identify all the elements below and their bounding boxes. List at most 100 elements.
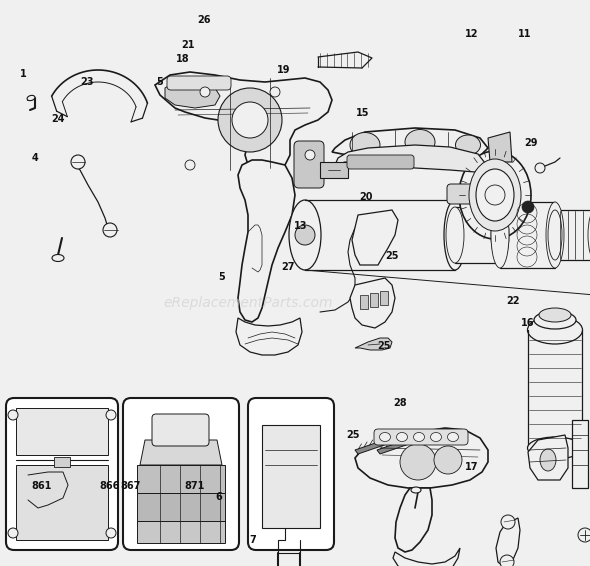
- Bar: [54, 457, 70, 467]
- Polygon shape: [355, 428, 488, 488]
- Ellipse shape: [491, 202, 509, 268]
- Polygon shape: [140, 440, 222, 465]
- Circle shape: [400, 444, 436, 480]
- Ellipse shape: [548, 210, 562, 260]
- Text: 11: 11: [519, 29, 532, 39]
- Ellipse shape: [534, 311, 576, 329]
- Polygon shape: [332, 128, 488, 162]
- Text: 21: 21: [181, 40, 194, 50]
- Circle shape: [270, 87, 280, 97]
- Ellipse shape: [469, 159, 521, 231]
- Polygon shape: [305, 200, 455, 270]
- Text: 871: 871: [185, 481, 205, 491]
- Ellipse shape: [588, 210, 590, 260]
- Polygon shape: [572, 420, 588, 488]
- FancyBboxPatch shape: [248, 398, 334, 550]
- Polygon shape: [395, 488, 432, 552]
- Polygon shape: [262, 425, 320, 528]
- Text: 5: 5: [218, 272, 225, 282]
- FancyBboxPatch shape: [6, 398, 118, 550]
- Ellipse shape: [431, 432, 441, 441]
- Polygon shape: [320, 162, 348, 178]
- Text: 866: 866: [99, 481, 119, 491]
- FancyBboxPatch shape: [152, 414, 209, 446]
- Ellipse shape: [414, 432, 424, 441]
- Text: 1: 1: [20, 68, 27, 79]
- Ellipse shape: [27, 96, 35, 101]
- Polygon shape: [155, 72, 332, 170]
- Ellipse shape: [527, 316, 582, 344]
- Polygon shape: [393, 548, 460, 566]
- Polygon shape: [350, 278, 395, 328]
- Polygon shape: [16, 465, 108, 540]
- Circle shape: [8, 528, 18, 538]
- Polygon shape: [16, 408, 108, 455]
- Text: 867: 867: [121, 481, 141, 491]
- Text: 17: 17: [466, 462, 478, 472]
- Polygon shape: [528, 435, 568, 480]
- Circle shape: [500, 555, 514, 566]
- Circle shape: [106, 528, 116, 538]
- Circle shape: [185, 160, 195, 170]
- Bar: [380, 291, 388, 305]
- Text: 16: 16: [522, 318, 535, 328]
- Circle shape: [103, 223, 117, 237]
- Polygon shape: [496, 518, 520, 566]
- Ellipse shape: [411, 487, 421, 493]
- Circle shape: [501, 515, 515, 529]
- FancyBboxPatch shape: [447, 184, 499, 204]
- Text: 5: 5: [156, 77, 163, 87]
- Ellipse shape: [459, 151, 531, 239]
- Ellipse shape: [350, 132, 380, 157]
- Text: 29: 29: [525, 138, 537, 148]
- Text: 25: 25: [377, 341, 390, 351]
- Polygon shape: [165, 82, 220, 108]
- Circle shape: [305, 150, 315, 160]
- Polygon shape: [355, 338, 392, 350]
- Ellipse shape: [546, 202, 564, 268]
- Circle shape: [71, 155, 85, 169]
- Polygon shape: [555, 210, 590, 260]
- FancyBboxPatch shape: [167, 76, 231, 90]
- Polygon shape: [488, 132, 512, 162]
- Ellipse shape: [527, 437, 582, 459]
- Text: 6: 6: [215, 492, 222, 502]
- Circle shape: [434, 446, 462, 474]
- Text: 4: 4: [32, 153, 39, 164]
- Circle shape: [218, 88, 282, 152]
- FancyBboxPatch shape: [123, 398, 239, 550]
- Circle shape: [232, 102, 268, 138]
- Ellipse shape: [52, 255, 64, 261]
- Ellipse shape: [396, 432, 408, 441]
- Text: 7: 7: [249, 535, 256, 545]
- Ellipse shape: [491, 207, 509, 263]
- Polygon shape: [236, 318, 302, 355]
- Polygon shape: [137, 521, 225, 543]
- Text: 27: 27: [281, 262, 294, 272]
- Circle shape: [485, 185, 505, 205]
- Polygon shape: [455, 207, 500, 263]
- Text: 20: 20: [359, 192, 372, 202]
- Polygon shape: [355, 438, 393, 454]
- Ellipse shape: [289, 200, 321, 270]
- Polygon shape: [528, 330, 582, 448]
- Circle shape: [200, 87, 210, 97]
- Text: 19: 19: [277, 65, 290, 75]
- Circle shape: [535, 163, 545, 173]
- Text: 13: 13: [294, 221, 307, 231]
- FancyBboxPatch shape: [294, 141, 324, 188]
- Ellipse shape: [405, 130, 435, 155]
- Text: 18: 18: [176, 54, 190, 65]
- Polygon shape: [238, 160, 295, 322]
- Text: 23: 23: [81, 77, 94, 87]
- Circle shape: [522, 201, 534, 213]
- Polygon shape: [500, 202, 555, 268]
- Polygon shape: [137, 493, 225, 521]
- Ellipse shape: [539, 308, 571, 322]
- Ellipse shape: [444, 200, 466, 270]
- Text: 861: 861: [31, 481, 51, 491]
- Text: 28: 28: [393, 398, 407, 408]
- Text: 15: 15: [356, 108, 369, 118]
- Ellipse shape: [540, 449, 556, 471]
- Ellipse shape: [379, 432, 391, 441]
